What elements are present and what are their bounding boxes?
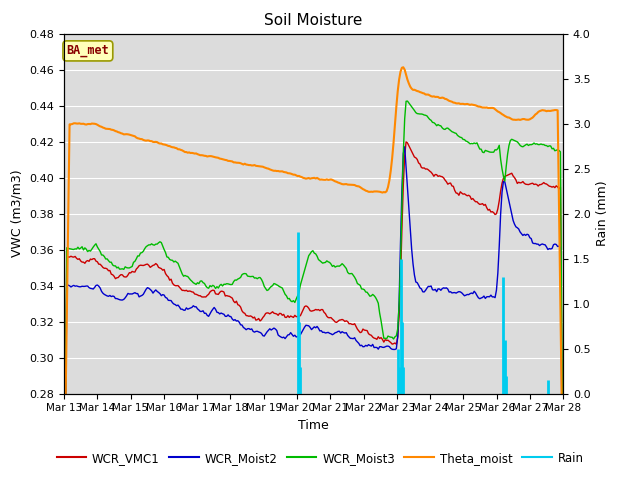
Text: BA_met: BA_met — [67, 44, 109, 58]
Y-axis label: Rain (mm): Rain (mm) — [596, 181, 609, 246]
Title: Soil Moisture: Soil Moisture — [264, 13, 363, 28]
X-axis label: Time: Time — [298, 419, 329, 432]
Legend: WCR_VMC1, WCR_Moist2, WCR_Moist3, Theta_moist, Rain: WCR_VMC1, WCR_Moist2, WCR_Moist3, Theta_… — [52, 447, 588, 469]
Y-axis label: VWC (m3/m3): VWC (m3/m3) — [11, 170, 24, 257]
